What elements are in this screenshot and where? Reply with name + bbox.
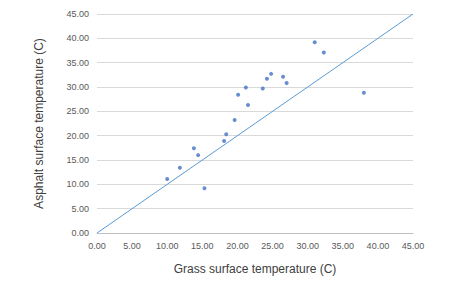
svg-text:15.00: 15.00: [191, 241, 214, 251]
svg-text:Asphalt surface temperature (C: Asphalt surface temperature (C): [32, 38, 46, 209]
svg-text:15.00: 15.00: [66, 155, 89, 165]
svg-text:35.00: 35.00: [66, 58, 89, 68]
svg-text:20.00: 20.00: [226, 241, 249, 251]
svg-text:5.00: 5.00: [71, 204, 89, 214]
svg-text:10.00: 10.00: [156, 241, 179, 251]
svg-text:0.00: 0.00: [71, 228, 89, 238]
svg-text:20.00: 20.00: [66, 131, 89, 141]
svg-text:45.00: 45.00: [66, 9, 89, 19]
svg-text:Grass surface temperature (C): Grass surface temperature (C): [174, 262, 337, 276]
svg-text:5.00: 5.00: [123, 241, 141, 251]
svg-text:0.00: 0.00: [88, 241, 106, 251]
svg-text:40.00: 40.00: [367, 241, 390, 251]
svg-text:45.00: 45.00: [402, 241, 425, 251]
svg-text:40.00: 40.00: [66, 33, 89, 43]
svg-text:35.00: 35.00: [332, 241, 355, 251]
svg-text:25.00: 25.00: [261, 241, 284, 251]
svg-text:25.00: 25.00: [66, 106, 89, 116]
svg-text:10.00: 10.00: [66, 179, 89, 189]
svg-text:30.00: 30.00: [66, 82, 89, 92]
svg-text:30.00: 30.00: [296, 241, 319, 251]
